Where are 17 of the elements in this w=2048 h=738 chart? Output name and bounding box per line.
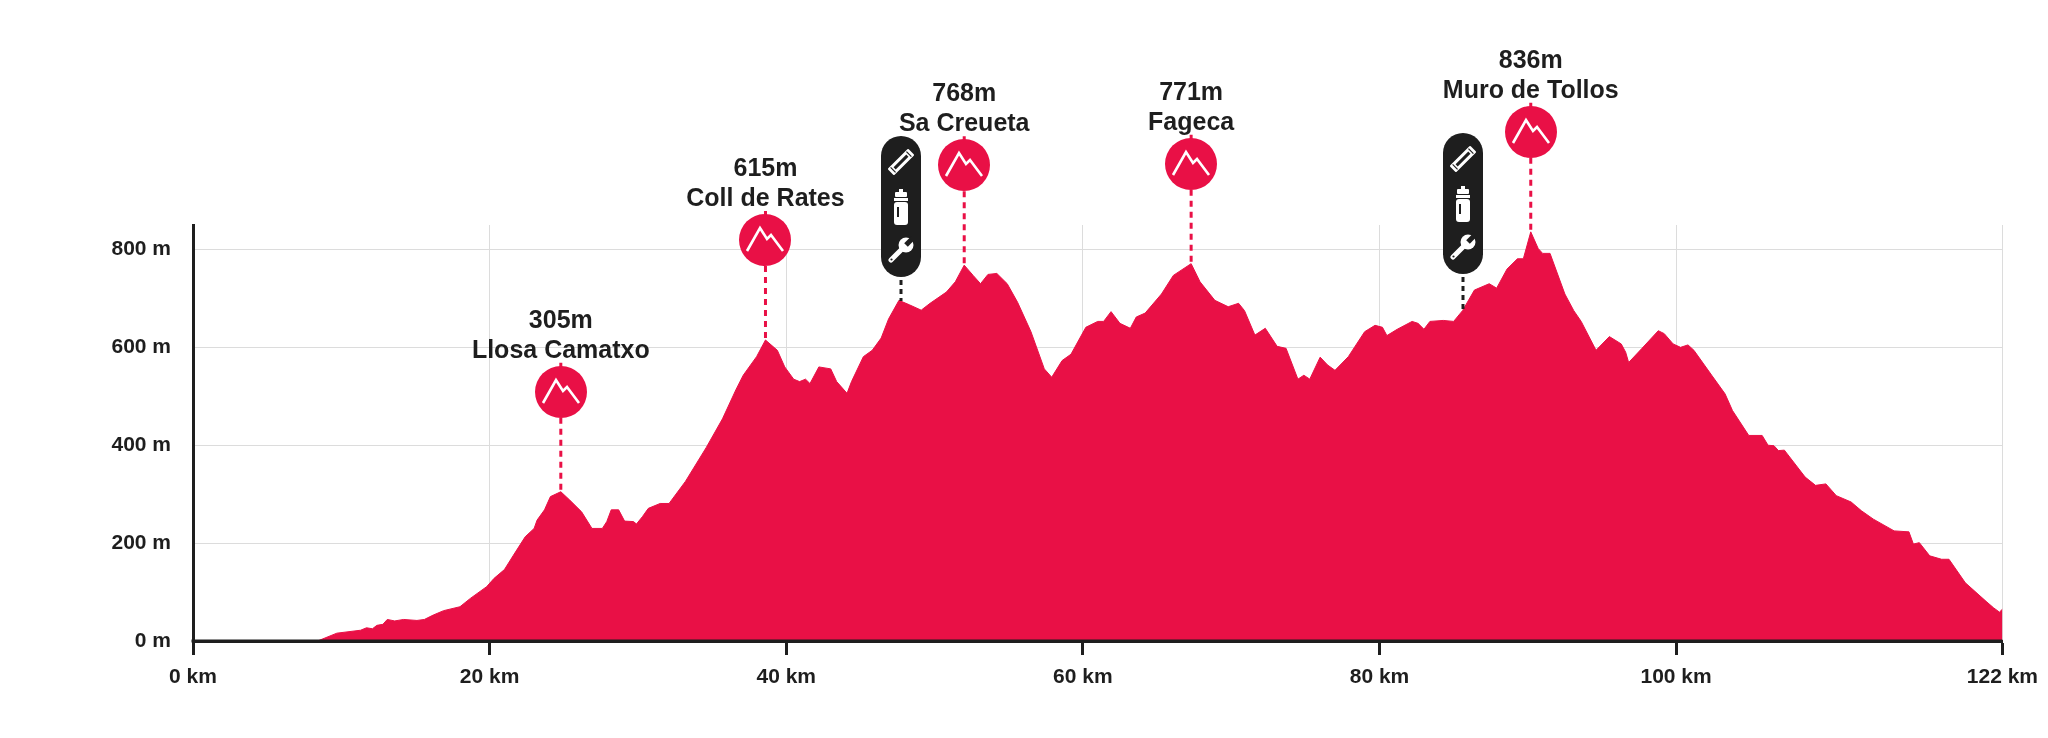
y-tick-label: 200 m (111, 529, 171, 553)
x-tick-label: 100 km (1640, 664, 1712, 688)
annotation: 305m Llosa Camatxo (471, 304, 650, 363)
x-tick-label: 20 km (459, 664, 520, 688)
annotation: 836m Muro de Tollos (1442, 44, 1619, 103)
y-tick-label: 0 m (134, 627, 171, 651)
annotation: 771m Fageca (1148, 76, 1236, 135)
x-tick-label: 122 km (1966, 664, 2039, 688)
x-tick-label: 0 km (169, 664, 217, 688)
y-tick-label: 800 m (111, 236, 171, 260)
x-tick-label: 60 km (1053, 664, 1113, 688)
annotation: 768m Sa Creueta (898, 78, 1031, 137)
y-tick-label: 600 m (111, 334, 171, 358)
x-tick-label: 80 km (1349, 664, 1410, 688)
x-tick-label: 40 km (756, 664, 817, 688)
annotation: 615m Coll de Rates (686, 152, 845, 211)
y-tick-label: 400 m (111, 432, 171, 456)
